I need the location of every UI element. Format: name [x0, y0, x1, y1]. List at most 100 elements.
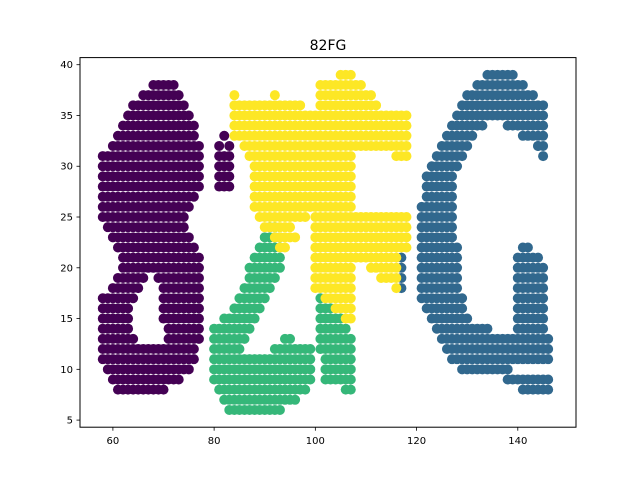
scatter-point	[193, 252, 204, 263]
scatter-point	[507, 69, 518, 80]
scatter-point	[274, 252, 285, 263]
scatter-point	[345, 374, 356, 385]
y-tick-label: 35	[60, 111, 73, 122]
scatter-point	[345, 69, 356, 80]
scatter-point	[452, 262, 463, 273]
scatter-point	[290, 232, 301, 243]
scatter-point	[345, 384, 356, 395]
scatter-point	[279, 242, 290, 253]
scatter-point	[452, 161, 463, 172]
scatter-point	[477, 120, 488, 131]
scatter-point	[533, 252, 544, 263]
scatter-point	[123, 323, 134, 334]
x-tick-label: 100	[306, 436, 325, 447]
scatter-point	[457, 303, 468, 314]
y-tick-label: 5	[67, 416, 73, 427]
scatter-point	[538, 262, 549, 273]
scatter-point	[269, 90, 280, 101]
scatter-point	[533, 140, 544, 151]
scatter-point	[462, 313, 473, 324]
scatter-point	[447, 201, 457, 212]
scatter-point	[188, 191, 199, 202]
scatter-point	[401, 130, 412, 141]
scatter-point	[183, 364, 194, 375]
scatter-point	[538, 110, 549, 121]
scatter-point	[401, 242, 412, 253]
scatter-point	[193, 323, 204, 334]
scatter-point	[214, 161, 225, 172]
scatter-point	[391, 283, 402, 294]
x-tick-label: 60	[107, 436, 120, 447]
scatter-point	[543, 374, 554, 385]
scatter-point	[345, 262, 356, 273]
scatter-point	[188, 354, 199, 365]
scatter-point	[264, 283, 275, 294]
scatter-point	[274, 404, 285, 415]
y-tick-label: 15	[60, 314, 73, 325]
scatter-point	[300, 212, 311, 223]
scatter-point	[168, 80, 179, 91]
scatter-point	[538, 151, 549, 162]
scatter-point	[295, 100, 306, 111]
scatter-point	[188, 120, 199, 131]
scatter-point	[457, 293, 468, 304]
scatter-point	[538, 313, 549, 324]
scatter-point	[447, 212, 457, 223]
scatter-point	[193, 333, 204, 344]
scatter-point	[457, 151, 468, 162]
scatter-point	[285, 222, 296, 233]
scatter-point	[193, 181, 204, 192]
scatter-point	[123, 313, 134, 324]
scatter-point	[543, 344, 554, 355]
scatter-point	[345, 344, 356, 355]
scatter-point	[193, 161, 204, 172]
scatter-point	[173, 374, 184, 385]
scatter-point	[447, 181, 457, 192]
scatter-point	[345, 181, 356, 192]
scatter-point	[193, 262, 204, 273]
scatter-point	[538, 323, 549, 334]
scatter-point	[447, 191, 457, 202]
scatter-point	[543, 384, 554, 395]
scatter-point	[224, 181, 235, 192]
scatter-point	[538, 130, 549, 141]
scatter-point	[249, 313, 260, 324]
scatter-point	[224, 171, 235, 182]
scatter-point	[401, 120, 412, 131]
scatter-point	[345, 201, 356, 212]
scatter-point	[522, 242, 533, 253]
scatter-point	[224, 140, 235, 151]
scatter-point	[305, 364, 316, 375]
scatter-point	[401, 212, 412, 223]
scatter-point	[452, 283, 463, 294]
y-tick-label: 30	[60, 162, 73, 173]
x-tick-label: 140	[508, 436, 527, 447]
scatter-point	[391, 252, 402, 263]
scatter-point	[274, 262, 285, 273]
scatter-point	[285, 333, 296, 344]
scatter-point	[128, 293, 139, 304]
y-tick-label: 20	[60, 263, 73, 274]
scatter-point	[462, 140, 473, 151]
scatter-point	[244, 323, 255, 334]
scatter-point	[355, 80, 366, 91]
scatter-point	[345, 283, 356, 294]
scatter-point	[214, 171, 225, 182]
scatter-point	[538, 303, 549, 314]
x-tick-label: 120	[407, 436, 426, 447]
y-axis: 5 10 15 20 25 30 35 40	[60, 60, 80, 427]
scatter-point	[269, 272, 280, 283]
scatter-point	[193, 283, 204, 294]
scatter-point	[452, 252, 463, 263]
scatter-point	[123, 303, 134, 314]
scatter-point	[178, 212, 189, 223]
scatter-point	[543, 333, 554, 344]
scatter-point	[391, 262, 402, 273]
scatter-point	[188, 344, 199, 355]
scatter-point	[193, 140, 204, 151]
y-tick-label: 40	[60, 60, 73, 71]
scatter-point	[183, 232, 194, 243]
chart-title: 82FG	[310, 38, 347, 54]
scatter-point	[401, 151, 412, 162]
